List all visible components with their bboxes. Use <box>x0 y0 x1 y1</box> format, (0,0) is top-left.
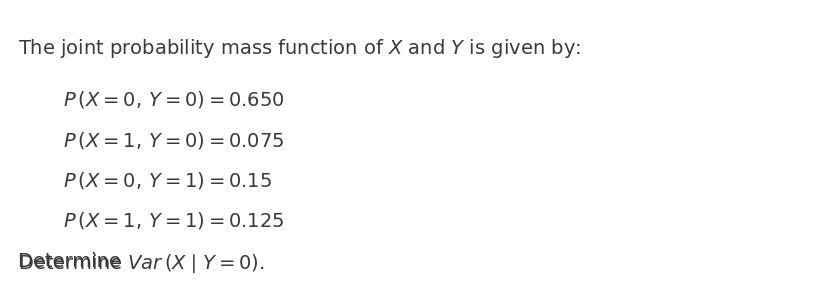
Text: $P\,(X = 1,\, Y = 1) = 0.125$: $P\,(X = 1,\, Y = 1) = 0.125$ <box>63 210 284 231</box>
Text: $P\,(X = 1,\, Y = 0) = 0.075$: $P\,(X = 1,\, Y = 0) = 0.075$ <box>63 130 284 150</box>
Text: Determine $\mathit{Var}\,(X \mid Y = 0).$: Determine $\mathit{Var}\,(X \mid Y = 0).… <box>18 252 265 275</box>
Text: The joint probability mass function of $X$ and $Y$ is given by:: The joint probability mass function of $… <box>18 37 581 60</box>
Text: $P\,(X = 0,\, Y = 0) = 0.650$: $P\,(X = 0,\, Y = 0) = 0.650$ <box>63 89 284 110</box>
Text: Determine: Determine <box>18 252 128 271</box>
Text: $P\,(X = 0,\, Y = 1) = 0.15$: $P\,(X = 0,\, Y = 1) = 0.15$ <box>63 170 272 191</box>
